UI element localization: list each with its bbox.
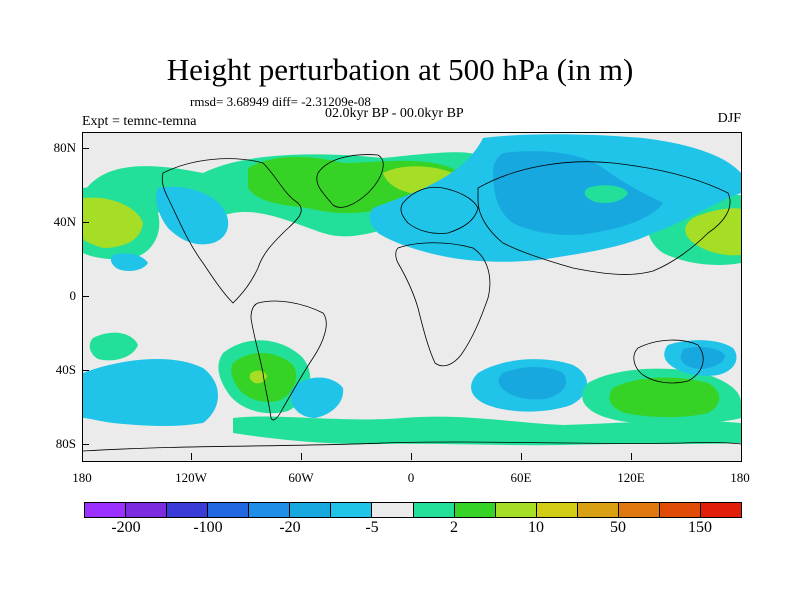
blue-region-eurasia <box>493 151 663 235</box>
time-period: 02.0kyr BP - 00.0kyr BP <box>325 106 464 121</box>
colorbar-label: 50 <box>610 519 626 536</box>
green-region-south-australia <box>609 377 720 418</box>
colorbar-swatch <box>577 503 619 517</box>
coastlines <box>83 154 741 452</box>
lat-label: 0 <box>69 288 77 303</box>
lat-tick <box>82 296 89 297</box>
coast-australia <box>633 339 704 384</box>
experiment-label: Expt = temnc-temna <box>82 114 197 129</box>
lat-label: 40N <box>53 214 76 229</box>
lon-tick <box>521 453 522 460</box>
coast-antarctica <box>83 441 741 452</box>
lat-label: 40S <box>55 362 76 377</box>
teal-region-central-asia <box>584 185 628 203</box>
contour-fills <box>83 134 741 446</box>
colorbar-label: 10 <box>528 519 544 536</box>
colorbar-swatch <box>290 503 332 517</box>
lon-label: 180 <box>730 470 750 485</box>
light-blue-region-south-pacific <box>83 358 218 427</box>
colorbar-swatch <box>700 503 741 517</box>
coast-europe <box>400 186 479 234</box>
contour-map <box>83 133 741 461</box>
colorbar-swatch <box>659 503 701 517</box>
blue-region-indian-ocean <box>498 367 567 400</box>
lon-label: 120E <box>617 470 645 485</box>
colorbar-swatch <box>454 503 496 517</box>
yellow-green-region-south-america-west <box>249 370 267 384</box>
colorbar-label: -100 <box>193 519 223 536</box>
lon-label: 120W <box>175 470 207 485</box>
light-blue-region-south-atlantic <box>291 377 344 418</box>
lat-tick <box>82 148 89 149</box>
lon-label: 60W <box>288 470 314 485</box>
yellow-green-region-north-pacific-east <box>685 208 741 256</box>
lat-tick <box>82 370 89 371</box>
coast-africa <box>395 242 491 367</box>
lon-label: 60E <box>510 470 532 485</box>
lon-label: 0 <box>407 470 415 485</box>
rmsd-diff-stats: rmsd= 3.68949 diff= -2.31209e-08 <box>190 94 371 109</box>
colorbar-swatch <box>126 503 168 517</box>
lon-tick <box>191 453 192 460</box>
coast-north-america <box>161 158 302 304</box>
light-blue-region-north-america <box>156 186 229 245</box>
teal-region-southern-ocean <box>233 416 741 446</box>
colorbar-swatch <box>618 503 660 517</box>
coast-south-america <box>250 300 327 421</box>
colorbar-label: -20 <box>279 519 301 536</box>
map-title: Height perturbation at 500 hPa (in m) <box>166 52 634 87</box>
lat-tick <box>82 222 89 223</box>
colorbar <box>84 502 742 518</box>
coast-greenland <box>316 154 384 208</box>
colorbar-swatch <box>372 503 414 517</box>
light-blue-region-north-pacific <box>110 253 148 271</box>
colorbar-swatch <box>536 503 578 517</box>
lat-label: 80S <box>55 436 76 451</box>
colorbar-label: 150 <box>688 519 712 536</box>
coast-asia <box>477 161 731 275</box>
lon-label: 180 <box>72 470 92 485</box>
colorbar-swatch <box>495 503 537 517</box>
lat-tick <box>82 444 89 445</box>
colorbar-swatch <box>331 503 373 517</box>
colorbar-swatch <box>167 503 209 517</box>
colorbar-swatch <box>249 503 291 517</box>
blue-region-australia-east <box>680 347 725 369</box>
lon-tick <box>631 453 632 460</box>
colorbar-label: -5 <box>365 519 379 536</box>
yellow-green-region-north-pacific-west <box>83 197 143 248</box>
colorbar-label: -200 <box>111 519 141 536</box>
season-label: DJF <box>717 111 741 126</box>
map-panel <box>82 132 742 462</box>
colorbar-label: 2 <box>450 519 458 536</box>
teal-region-south-pacific-west <box>89 332 138 361</box>
colorbar-swatch <box>85 503 127 517</box>
lon-tick <box>411 453 412 460</box>
colorbar-swatch <box>413 503 455 517</box>
lat-label: 80N <box>53 140 76 155</box>
lon-tick <box>301 453 302 460</box>
colorbar-swatch <box>208 503 250 517</box>
